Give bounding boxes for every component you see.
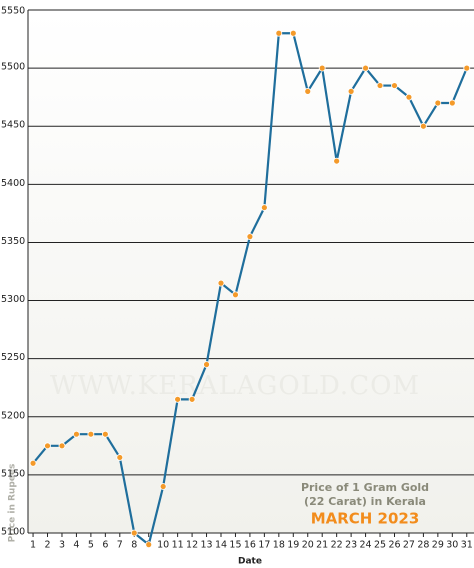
x-tick-label: 14 [215,540,227,551]
x-tick-label: 16 [244,540,256,551]
annotation-line: Price of 1 Gram Gold [301,481,429,494]
x-tick-label: 6 [102,540,108,551]
price-point [58,442,66,450]
x-tick-label: 1 [30,540,36,551]
x-tick-label: 20 [302,540,314,551]
x-tick-label: 2 [44,540,50,551]
price-point [159,483,167,490]
x-tick-label: 24 [360,540,372,551]
y-tick-label: 5550 [1,6,25,17]
price-point [405,93,413,101]
annotation-highlight: MARCH 2023 [311,510,420,528]
price-point [275,29,283,37]
x-tick-label: 31 [461,540,473,551]
price-point [29,459,37,467]
x-tick-label: 18 [273,540,285,551]
price-point [333,157,341,165]
y-tick-label: 5300 [1,294,25,305]
price-point [73,430,80,438]
price-point [101,430,109,438]
x-tick-label: 25 [374,540,386,551]
price-point [260,204,268,211]
y-axis-label: Price in Rupees [8,464,18,543]
price-point [232,291,239,299]
x-tick-label: 11 [172,540,184,551]
x-tick-label: 26 [388,540,400,551]
price-point [174,395,182,403]
x-tick-label: 8 [131,540,137,551]
price-point [463,64,471,72]
price-point [246,233,254,241]
x-tick-label: 3 [59,540,65,551]
price-point [420,122,427,130]
x-tick-label: 28 [417,540,429,551]
x-tick-label: 5 [88,540,94,551]
y-tick-label: 5450 [1,120,25,131]
price-point [376,82,384,89]
price-point [217,279,225,287]
price-point [448,99,456,107]
x-tick-label: 19 [287,540,299,551]
price-point [289,29,297,37]
price-point [145,541,153,549]
y-tick-label: 5100 [1,527,25,538]
price-point [362,64,369,72]
price-point [130,529,138,537]
price-point [116,454,124,461]
price-point [203,361,210,368]
x-tick-label: 29 [432,540,444,551]
y-tick-label: 5250 [1,352,25,363]
x-tick-label: 27 [403,540,415,551]
price-point [318,64,326,72]
x-tick-label: 21 [316,540,328,551]
x-tick-label: 23 [345,540,357,551]
y-tick-label: 5350 [1,236,25,247]
plot-area [28,10,474,533]
watermark: WWW.KERALAGOLD.COM [50,371,420,401]
price-point [434,99,442,107]
y-tick-label: 5500 [1,62,25,73]
price-point [188,395,196,403]
x-tick-label: 13 [200,540,212,551]
price-point [304,87,312,95]
price-point [44,442,51,450]
price-point [347,87,355,95]
price-point [391,82,398,89]
x-tick-label: 10 [157,540,169,551]
x-tick-label: 17 [258,540,270,551]
x-tick-label: 12 [186,540,198,551]
x-tick-label: 30 [446,540,458,551]
y-tick-label: 5150 [1,468,25,479]
annotation-line: (22 Carat) in Kerala [304,495,426,508]
price-point [87,430,95,438]
x-tick-label: 4 [73,540,79,551]
y-tick-label: 5400 [1,178,25,189]
x-tick-label: 15 [229,540,241,551]
x-axis-label: Date [238,557,262,567]
x-tick-label: 22 [331,540,343,551]
y-tick-label: 5200 [1,410,25,421]
x-tick-label: 7 [117,540,123,551]
